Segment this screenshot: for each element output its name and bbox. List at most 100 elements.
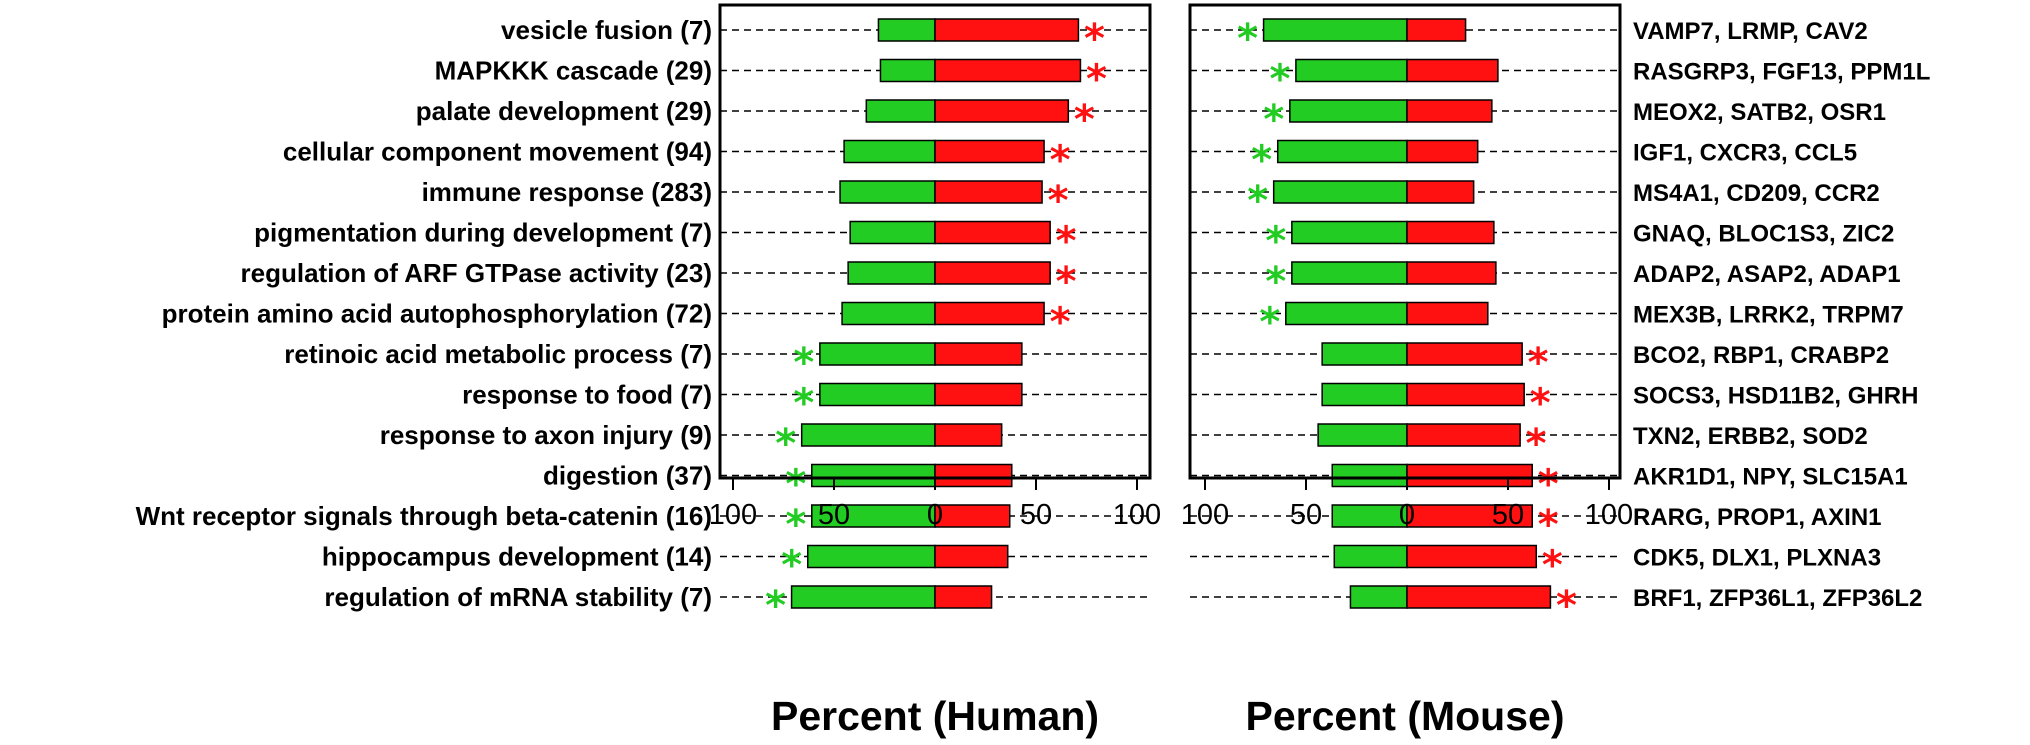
green-bar <box>865 99 936 123</box>
go-term-label: response to food (7) <box>462 380 712 410</box>
go-term-label: immune response (283) <box>422 177 712 207</box>
green-star-marker: * <box>793 381 814 427</box>
gene-label: MEOX2, SATB2, OSR1 <box>1633 99 1886 126</box>
green-star-marker: * <box>1237 16 1258 62</box>
red-star-marker: * <box>1048 178 1069 224</box>
x-tick-label: 100 <box>1585 499 1633 531</box>
go-term-label: protein amino acid autophosphorylation (… <box>162 299 712 329</box>
gene-label: SOCS3, HSD11B2, GHRH <box>1633 383 1918 410</box>
green-bar <box>1285 301 1408 326</box>
x-tick-label: 50 <box>818 499 850 531</box>
green-star-marker: * <box>765 583 786 629</box>
red-star-marker: * <box>1050 138 1071 184</box>
red-bar <box>934 544 1009 569</box>
green-bar <box>800 423 936 447</box>
red-bar <box>934 585 993 609</box>
gene-label: MS4A1, CD209, CCR2 <box>1633 180 1880 207</box>
red-bar <box>934 504 1011 528</box>
green-bar <box>849 220 936 245</box>
go-term-label: response to axon injury (9) <box>380 420 712 450</box>
x-tick-label: 0 <box>1399 499 1415 531</box>
go-term-label: retinoic acid metabolic process (7) <box>284 339 712 369</box>
red-star-marker: * <box>1526 421 1547 467</box>
green-bar <box>1295 58 1408 83</box>
green-bar <box>847 261 936 285</box>
red-bar <box>934 463 1013 488</box>
red-bar <box>1406 261 1497 285</box>
go-term-label: MAPKKK cascade (29) <box>435 56 712 86</box>
human-panel: *************** 100 50 0 50 100 Percent (Hum… <box>709 3 1161 739</box>
green-star-marker: * <box>1251 138 1272 184</box>
green-star-marker: * <box>775 421 796 467</box>
go-term-label: digestion (37) <box>543 461 712 491</box>
go-term-labels: vesicle fusion (7) MAPKKK cascade (29) pal… <box>136 15 712 612</box>
human-bars: *************** <box>720 16 1150 629</box>
go-term-label: regulation of ARF GTPase activity (23) <box>241 258 712 288</box>
green-bar <box>841 301 936 326</box>
x-tick-label: 50 <box>1290 499 1322 531</box>
red-star-marker: * <box>1084 16 1105 62</box>
green-bar <box>1321 382 1408 407</box>
red-star-marker: * <box>1530 381 1551 427</box>
red-bar <box>934 180 1043 204</box>
red-bar <box>1406 301 1489 326</box>
gene-label: VAMP7, LRMP, CAV2 <box>1633 18 1868 45</box>
red-bar <box>1406 423 1521 447</box>
red-star-marker: * <box>1074 97 1095 143</box>
gene-label: AKR1D1, NPY, SLC15A1 <box>1633 464 1908 491</box>
green-bar <box>879 58 936 83</box>
red-bar <box>1406 342 1523 366</box>
green-bar <box>1291 220 1408 245</box>
green-bar <box>1333 544 1408 569</box>
red-bar <box>934 423 1003 447</box>
red-bar <box>1406 180 1475 204</box>
human-x-axis-title: Percent (Human) <box>771 693 1099 739</box>
red-bar <box>1406 99 1493 123</box>
red-star-marker: * <box>1528 340 1549 386</box>
gene-label: BRF1, ZFP36L1, ZFP36L2 <box>1633 585 1922 612</box>
green-bar <box>1272 180 1408 204</box>
green-star-marker: * <box>1263 97 1284 143</box>
green-bar <box>1349 585 1408 609</box>
red-bar <box>934 99 1070 123</box>
gene-labels: VAMP7, LRMP, CAV2 RASGRP3, FGF13, PPM1L ME… <box>1633 18 1930 612</box>
red-bar <box>934 220 1051 245</box>
red-bar <box>1406 220 1495 245</box>
red-bar <box>1406 544 1538 569</box>
human-x-ticks: 100 50 0 50 100 <box>709 478 1161 531</box>
green-bar <box>806 544 936 569</box>
gene-label: ADAP2, ASAP2, ADAP1 <box>1633 261 1901 288</box>
green-bar <box>1262 18 1408 42</box>
green-bar <box>1331 504 1408 528</box>
x-tick-label: 100 <box>1113 499 1161 531</box>
red-star-marker: * <box>1050 300 1071 346</box>
red-bar <box>1406 382 1525 407</box>
go-term-label: pigmentation during development (7) <box>254 218 712 248</box>
red-bar <box>1406 18 1467 42</box>
red-bar <box>934 18 1080 42</box>
red-bar <box>934 58 1082 83</box>
red-star-marker: * <box>1086 57 1107 103</box>
mouse-plot-frame <box>1188 3 1622 480</box>
green-star-marker: * <box>781 543 802 589</box>
green-star-marker: * <box>1247 178 1268 224</box>
mouse-x-axis-title: Percent (Mouse) <box>1246 693 1565 739</box>
mouse-panel: *************** 100 50 0 50 100 Percent (Mou… <box>1181 3 1633 739</box>
x-tick-label: 100 <box>709 499 757 531</box>
red-star-marker: * <box>1538 462 1559 508</box>
green-bar <box>1289 99 1408 123</box>
green-star-marker: * <box>785 502 806 548</box>
green-bar <box>877 18 936 42</box>
go-term-label: vesicle fusion (7) <box>501 15 712 45</box>
green-bar <box>839 180 936 204</box>
green-bar <box>1331 463 1408 488</box>
x-tick-label: 50 <box>1492 499 1524 531</box>
red-star-marker: * <box>1056 219 1077 265</box>
green-bar <box>819 342 936 366</box>
red-star-marker: * <box>1538 502 1559 548</box>
green-star-marker: * <box>1265 259 1286 305</box>
x-tick-label: 50 <box>1020 499 1052 531</box>
go-term-label: palate development (29) <box>416 96 712 126</box>
gene-label: CDK5, DLX1, PLXNA3 <box>1633 545 1881 572</box>
